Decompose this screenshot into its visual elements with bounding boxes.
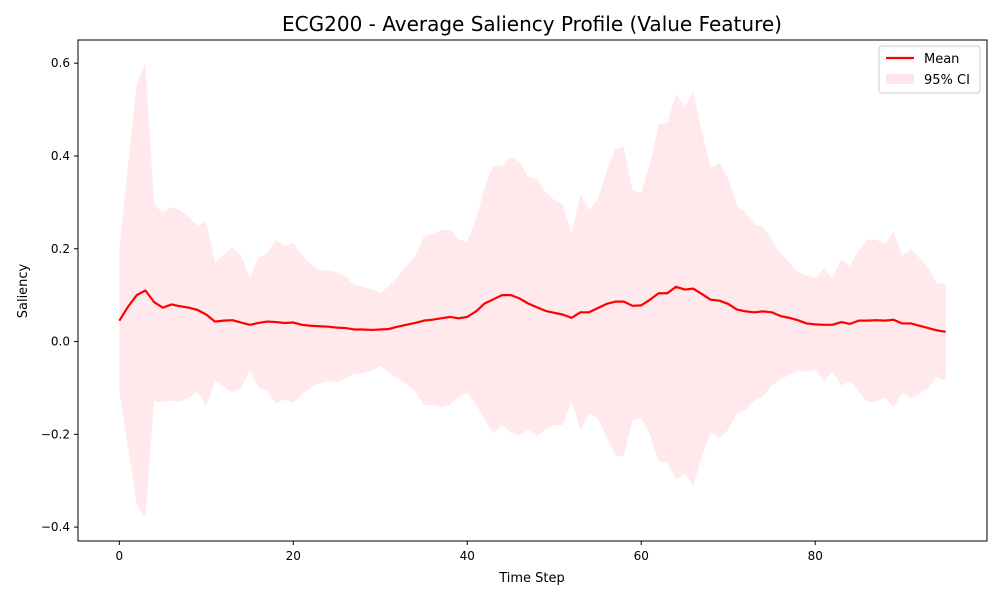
legend-ci-label: 95% CI	[924, 73, 970, 88]
y-axis-label: Saliency	[16, 263, 31, 318]
x-tick-label: 40	[460, 549, 475, 563]
plot-area	[118, 63, 946, 518]
x-tick-label: 80	[808, 549, 823, 563]
chart-title: ECG200 - Average Saliency Profile (Value…	[282, 12, 782, 36]
x-tick-label: 60	[634, 549, 649, 563]
y-tick-label: 0.6	[51, 56, 70, 70]
x-tick-label: 0	[115, 549, 123, 563]
y-tick-label: 0.0	[51, 335, 70, 349]
axes-frame	[77, 39, 988, 542]
ci-band	[119, 63, 946, 518]
legend-ci-swatch	[886, 74, 914, 84]
mean-line	[118, 285, 946, 333]
legend-mean-label: Mean	[924, 52, 959, 67]
x-axis: 0 20 40 60 80	[115, 541, 823, 563]
x-tick-label: 20	[286, 549, 301, 563]
legend: Mean 95% CI	[878, 45, 981, 94]
y-tick-label: −0.4	[41, 520, 70, 534]
y-axis: −0.4 −0.2 0.0 0.2 0.4 0.6	[41, 56, 78, 534]
y-tick-label: 0.4	[51, 149, 70, 163]
x-axis-label: Time Step	[498, 571, 565, 586]
y-tick-label: 0.2	[51, 242, 70, 256]
y-tick-label: −0.2	[41, 427, 70, 441]
